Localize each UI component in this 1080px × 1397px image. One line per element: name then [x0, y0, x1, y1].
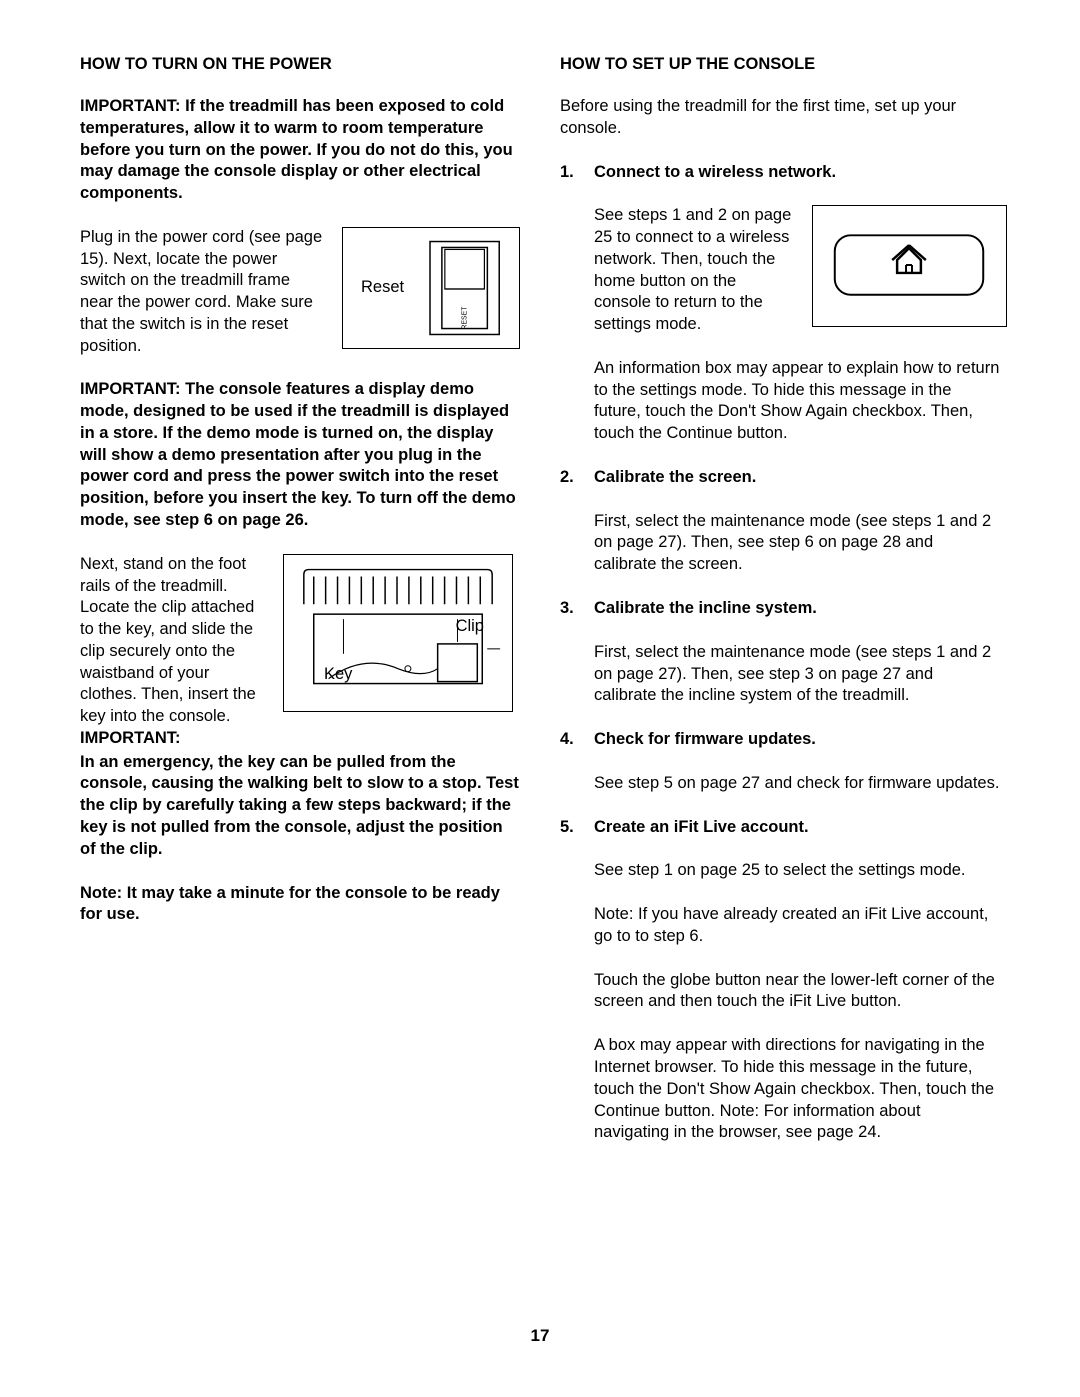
- step-2-p1: First, select the maintenance mode (see …: [560, 511, 1000, 576]
- right-intro: Before using the treadmill for the first…: [560, 96, 1000, 140]
- important-word: IMPORTANT:: [80, 729, 181, 747]
- clip-label: Clip: [456, 617, 484, 636]
- step-3-title: Calibrate the incline system.: [594, 598, 817, 620]
- home-button-svg: [813, 205, 1006, 327]
- right-column: HOW TO SET UP THE CONSOLE Before using t…: [560, 55, 1000, 1166]
- step-1-p1: See steps 1 and 2 on page 25 to connect …: [594, 205, 794, 336]
- step-2-title: Calibrate the screen.: [594, 467, 756, 489]
- key-figure: Clip Key: [283, 554, 513, 712]
- step-5-title: Create an iFit Live account.: [594, 817, 809, 839]
- step-5-p2: Note: If you have already created an iFi…: [560, 904, 1000, 948]
- step-1-num: 1.: [560, 162, 580, 184]
- page-number: 17: [80, 1326, 1000, 1346]
- step-3: 3. Calibrate the incline system.: [560, 598, 1000, 620]
- left-column: HOW TO TURN ON THE POWER IMPORTANT: If t…: [80, 55, 520, 1166]
- key-text-wrap: Next, stand on the foot rails of the tre…: [80, 554, 265, 750]
- key-text: Next, stand on the foot rails of the tre…: [80, 555, 256, 725]
- step-4-p1: See step 5 on page 27 and check for firm…: [560, 773, 1000, 795]
- step-4-title: Check for firmware updates.: [594, 729, 816, 751]
- step-2: 2. Calibrate the screen.: [560, 467, 1000, 489]
- right-title: HOW TO SET UP THE CONSOLE: [560, 55, 1000, 74]
- step-5: 5. Create an iFit Live account.: [560, 817, 1000, 839]
- reset-figure: RESET Reset: [342, 227, 520, 349]
- step-1-p2: An information box may appear to explain…: [560, 358, 1000, 445]
- step-5-p3: Touch the globe button near the lower-le…: [560, 970, 1000, 1014]
- left-title: HOW TO TURN ON THE POWER: [80, 55, 520, 74]
- two-column-layout: HOW TO TURN ON THE POWER IMPORTANT: If t…: [80, 55, 1000, 1166]
- reset-row: Plug in the power cord (see page 15). Ne…: [80, 227, 520, 358]
- emergency-body: In an emergency, the key can be pulled f…: [80, 753, 519, 858]
- note-ready: Note: It may take a minute for the conso…: [80, 883, 520, 927]
- step-2-num: 2.: [560, 467, 580, 489]
- plug-text: Plug in the power cord (see page 15). Ne…: [80, 227, 324, 358]
- warning-exposure: IMPORTANT: If the treadmill has been exp…: [80, 96, 520, 205]
- step-1: 1. Connect to a wireless network.: [560, 162, 1000, 184]
- key-label: Key: [324, 665, 352, 684]
- step-4: 4. Check for firmware updates.: [560, 729, 1000, 751]
- step-5-num: 5.: [560, 817, 580, 839]
- step-5-p4: A box may appear with directions for nav…: [560, 1035, 1000, 1144]
- step-5-p1: See step 1 on page 25 to select the sett…: [560, 860, 1000, 882]
- step-1-title: Connect to a wireless network.: [594, 162, 836, 184]
- emergency-text: In an emergency, the key can be pulled f…: [80, 752, 520, 861]
- key-row: Next, stand on the foot rails of the tre…: [80, 554, 520, 750]
- svg-text:RESET: RESET: [462, 306, 469, 330]
- home-button-figure: [812, 205, 1007, 327]
- reset-label: Reset: [361, 278, 404, 297]
- step-4-num: 4.: [560, 729, 580, 751]
- step-1-row: See steps 1 and 2 on page 25 to connect …: [560, 205, 1000, 336]
- step-3-num: 3.: [560, 598, 580, 620]
- step-3-p1: First, select the maintenance mode (see …: [560, 642, 1000, 707]
- warning-demo: IMPORTANT: The console features a displa…: [80, 379, 520, 531]
